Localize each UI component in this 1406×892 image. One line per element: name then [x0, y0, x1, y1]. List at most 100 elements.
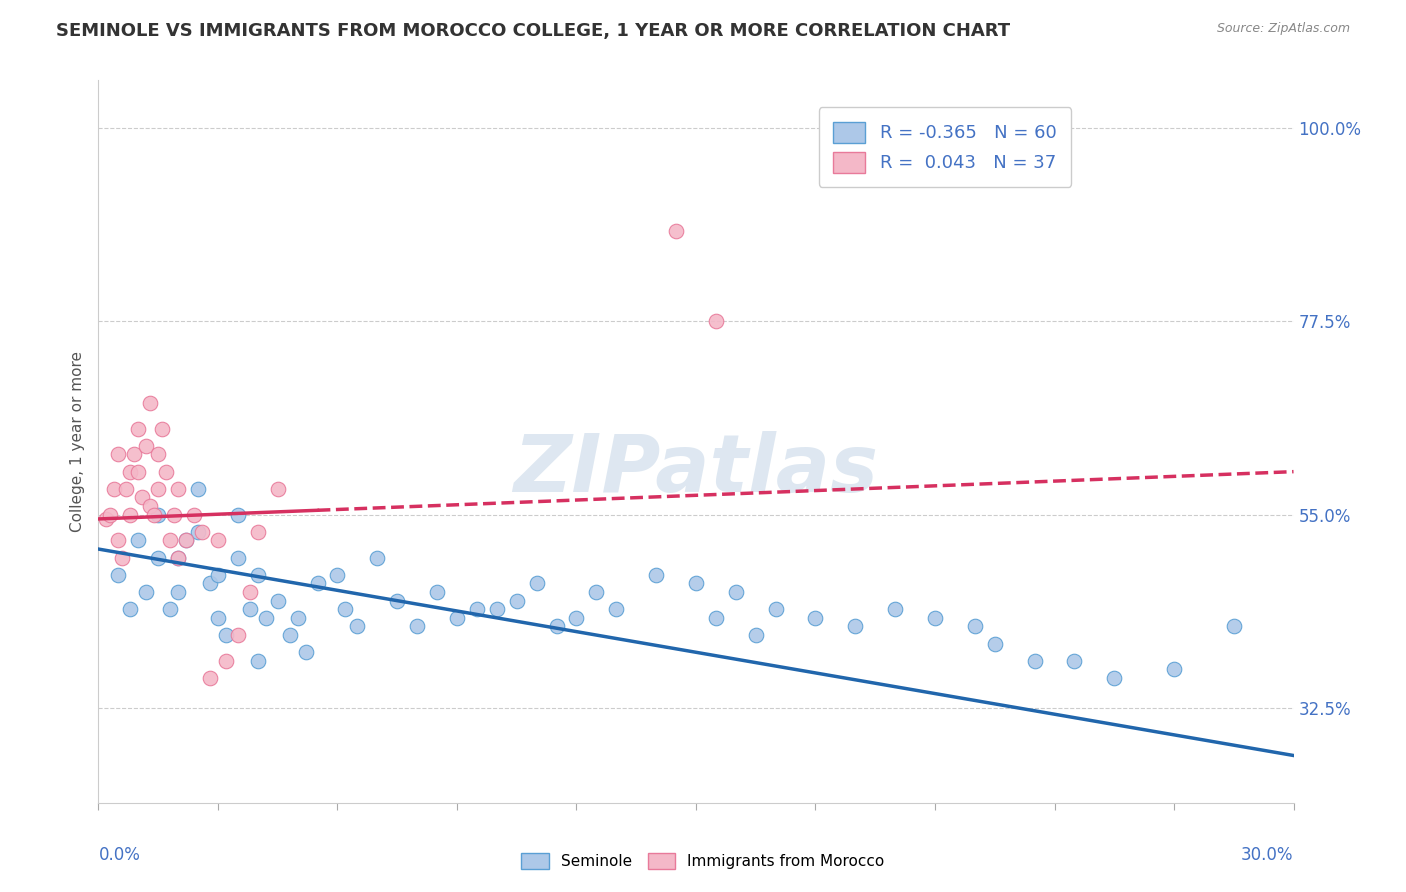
Point — [506, 593, 529, 607]
Legend: R = -0.365   N = 60, R =  0.043   N = 37: R = -0.365 N = 60, R = 0.043 N = 37 — [818, 107, 1071, 187]
Point — [254, 611, 277, 625]
Point — [307, 576, 329, 591]
Point — [150, 422, 173, 436]
Point — [127, 422, 149, 436]
Point — [685, 576, 707, 591]
Point — [107, 447, 129, 461]
Point — [984, 637, 1007, 651]
Point — [385, 593, 409, 607]
Point — [267, 593, 290, 607]
Point — [148, 482, 170, 496]
Point — [804, 611, 827, 625]
Point — [246, 567, 269, 582]
Point — [148, 508, 170, 522]
Point — [96, 512, 118, 526]
Point — [167, 482, 190, 496]
Text: 0.0%: 0.0% — [98, 847, 141, 864]
Point — [187, 482, 209, 496]
Point — [103, 482, 125, 496]
Point — [107, 567, 129, 582]
Point — [183, 508, 205, 522]
Point — [143, 508, 166, 522]
Point — [111, 550, 134, 565]
Point — [665, 224, 688, 238]
Point — [174, 533, 197, 548]
Point — [198, 576, 221, 591]
Point — [174, 533, 197, 548]
Point — [485, 602, 508, 616]
Point — [139, 499, 162, 513]
Point — [346, 619, 368, 633]
Point — [1063, 654, 1085, 668]
Y-axis label: College, 1 year or more: College, 1 year or more — [69, 351, 84, 532]
Point — [187, 524, 209, 539]
Point — [127, 465, 149, 479]
Point — [1024, 654, 1046, 668]
Point — [148, 447, 170, 461]
Point — [191, 524, 214, 539]
Point — [239, 585, 262, 599]
Point — [167, 585, 190, 599]
Point — [963, 619, 986, 633]
Point — [120, 465, 142, 479]
Point — [546, 619, 568, 633]
Point — [124, 447, 146, 461]
Point — [426, 585, 449, 599]
Point — [159, 602, 181, 616]
Point — [163, 508, 186, 522]
Point — [215, 628, 238, 642]
Point — [135, 585, 157, 599]
Point — [135, 439, 157, 453]
Point — [226, 628, 249, 642]
Point — [1104, 671, 1126, 685]
Point — [765, 602, 787, 616]
Point — [645, 567, 668, 582]
Point — [127, 533, 149, 548]
Point — [924, 611, 946, 625]
Point — [207, 533, 229, 548]
Point — [526, 576, 548, 591]
Point — [724, 585, 747, 599]
Point — [167, 550, 190, 565]
Point — [120, 602, 142, 616]
Point — [745, 628, 768, 642]
Point — [465, 602, 488, 616]
Point — [366, 550, 388, 565]
Point — [167, 550, 190, 565]
Text: 30.0%: 30.0% — [1241, 847, 1294, 864]
Point — [148, 550, 170, 565]
Point — [115, 482, 138, 496]
Point — [884, 602, 907, 616]
Point — [131, 491, 153, 505]
Point — [1163, 663, 1185, 677]
Point — [326, 567, 349, 582]
Point — [246, 524, 269, 539]
Point — [844, 619, 866, 633]
Point — [215, 654, 238, 668]
Point — [605, 602, 627, 616]
Point — [246, 654, 269, 668]
Point — [226, 508, 249, 522]
Point — [585, 585, 607, 599]
Point — [335, 602, 357, 616]
Point — [287, 611, 309, 625]
Point — [406, 619, 429, 633]
Point — [294, 645, 316, 659]
Point — [446, 611, 468, 625]
Point — [565, 611, 588, 625]
Point — [704, 314, 727, 328]
Point — [226, 550, 249, 565]
Point — [107, 533, 129, 548]
Point — [120, 508, 142, 522]
Point — [98, 508, 122, 522]
Point — [198, 671, 221, 685]
Legend: Seminole, Immigrants from Morocco: Seminole, Immigrants from Morocco — [516, 847, 890, 875]
Point — [239, 602, 262, 616]
Text: Source: ZipAtlas.com: Source: ZipAtlas.com — [1216, 22, 1350, 36]
Point — [207, 567, 229, 582]
Point — [704, 611, 727, 625]
Point — [267, 482, 290, 496]
Point — [139, 396, 162, 410]
Point — [278, 628, 301, 642]
Point — [207, 611, 229, 625]
